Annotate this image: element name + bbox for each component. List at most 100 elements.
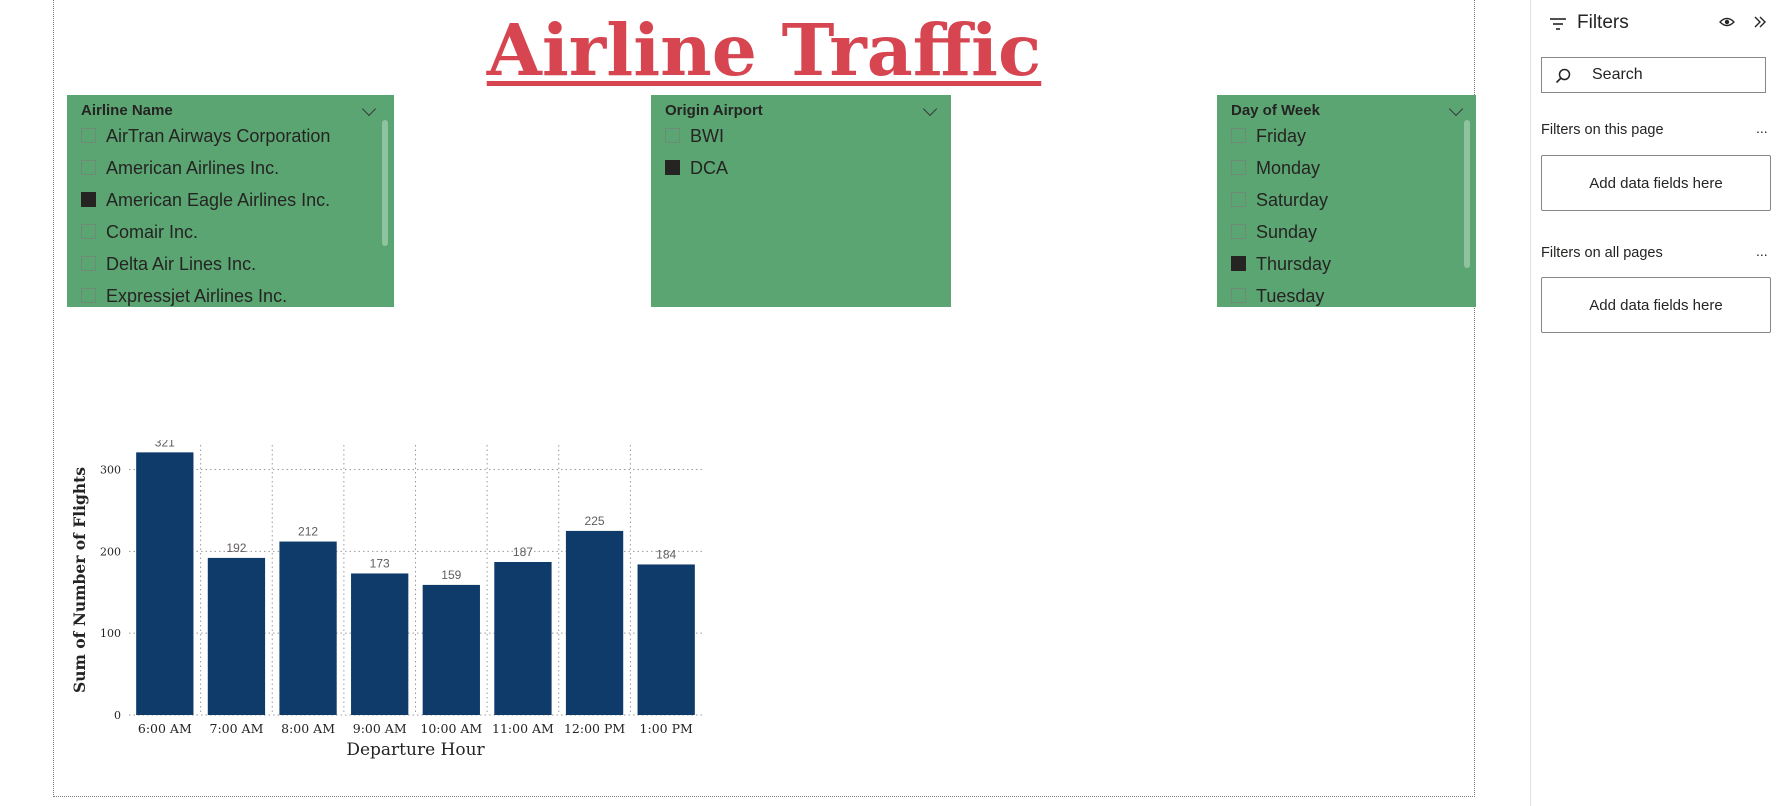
x-tick-label: 11:00 AM — [492, 721, 554, 736]
slicer-item[interactable]: Expressjet Airlines Inc. — [81, 286, 374, 307]
data-label: 192 — [226, 541, 246, 555]
y-tick-label: 100 — [100, 627, 121, 640]
bar[interactable] — [207, 557, 266, 715]
x-tick-label: 8:00 AM — [281, 721, 335, 736]
slicer-item-label: AirTran Airways Corporation — [106, 126, 331, 146]
slicer-item[interactable]: AirTran Airways Corporation — [81, 126, 374, 158]
more-options-button[interactable]: ... — [1756, 120, 1768, 136]
bar[interactable] — [422, 584, 480, 715]
slicer-header: Day of Week — [1231, 102, 1320, 119]
y-tick-label: 0 — [114, 709, 121, 722]
slicer-item-label: American Airlines Inc. — [106, 158, 280, 178]
slicer-item[interactable]: Thursday — [1231, 254, 1456, 286]
bar[interactable] — [279, 541, 337, 715]
x-tick-label: 1:00 PM — [640, 721, 693, 736]
filter-search-box[interactable] — [1541, 57, 1766, 93]
y-axis-title: Sum of Number of Flights — [70, 467, 89, 693]
checkbox[interactable] — [1231, 160, 1246, 175]
add-data-fields-this-page[interactable]: Add data fields here — [1541, 155, 1771, 211]
x-tick-label: 7:00 AM — [210, 721, 264, 736]
slicer-item-label: Delta Air Lines Inc. — [106, 254, 257, 274]
more-options-button[interactable]: ... — [1756, 243, 1768, 259]
slicer-header: Origin Airport — [665, 102, 763, 119]
checkbox[interactable] — [81, 256, 96, 271]
slicer-item-label: Tuesday — [1256, 286, 1325, 306]
x-tick-label: 9:00 AM — [353, 721, 407, 736]
search-icon — [1555, 68, 1571, 84]
collapse-pane-icon[interactable] — [1753, 15, 1767, 29]
bar[interactable] — [637, 564, 695, 715]
y-tick-label: 200 — [100, 545, 121, 558]
checkbox[interactable] — [1231, 224, 1246, 239]
slicer-item[interactable]: Comair Inc. — [81, 222, 374, 254]
checkbox[interactable] — [81, 128, 96, 143]
slicer-item-label: Friday — [1256, 126, 1307, 146]
filters-all-pages-label: Filters on all pages — [1541, 245, 1663, 261]
slicer-item-label: American Eagle Airlines Inc. — [106, 190, 331, 210]
scrollbar[interactable] — [382, 120, 388, 246]
slicer-list: AirTran Airways Corporation American Airl… — [81, 126, 374, 307]
slicer-list: BWI DCA — [665, 126, 931, 307]
x-tick-label: 6:00 AM — [138, 721, 192, 736]
slicer-item[interactable]: Saturday — [1231, 190, 1456, 222]
slicer-airline-name[interactable]: Airline Name AirTran Airways Corporation… — [67, 95, 394, 307]
slicer-item[interactable]: BWI — [665, 126, 931, 158]
filter-icon — [1550, 18, 1566, 30]
slicer-item-label: Saturday — [1256, 190, 1329, 210]
add-data-fields-all-pages[interactable]: Add data fields here — [1541, 277, 1771, 333]
bar-chart[interactable]: 0 100 200 300 321 6:00 AM 192 7:00 AM 212 8:00 AM… — [54, 440, 734, 770]
slicer-item-label: Thursday — [1256, 254, 1332, 274]
filters-this-page-label: Filters on this page — [1541, 122, 1664, 138]
checkbox[interactable] — [1231, 288, 1246, 303]
slicer-item[interactable]: Sunday — [1231, 222, 1456, 254]
slicer-item-label: Expressjet Airlines Inc. — [106, 286, 288, 306]
filters-pane: Filters Filters on this page ... Add dat… — [1530, 0, 1780, 806]
x-tick-label: 12:00 PM — [564, 721, 625, 736]
data-label: 159 — [441, 568, 461, 582]
slicer-item-label: BWI — [690, 126, 724, 146]
slicer-item[interactable]: Delta Air Lines Inc. — [81, 254, 374, 286]
data-label: 187 — [513, 545, 533, 559]
slicer-item-label: Sunday — [1256, 222, 1318, 242]
slicer-item[interactable]: American Airlines Inc. — [81, 158, 374, 190]
bar[interactable] — [494, 562, 552, 715]
x-axis-title: Departure Hour — [346, 740, 485, 760]
slicer-day-of-week[interactable]: Day of Week Friday Monday Saturday Sunday Th… — [1217, 95, 1476, 307]
checkbox[interactable] — [81, 192, 96, 207]
data-label: 173 — [370, 556, 390, 570]
slicer-item[interactable]: Tuesday — [1231, 286, 1456, 307]
x-tick-label: 10:00 AM — [420, 721, 482, 736]
search-input[interactable] — [1590, 65, 1754, 85]
report-canvas: Airline Traffic Airline Name AirTran Air… — [53, 0, 1476, 797]
bar[interactable] — [351, 573, 409, 715]
checkbox[interactable] — [665, 160, 680, 175]
slicer-item[interactable]: Monday — [1231, 158, 1456, 190]
chevron-down-icon[interactable] — [361, 101, 377, 117]
data-label: 225 — [585, 514, 605, 528]
checkbox[interactable] — [665, 128, 680, 143]
chevron-down-icon[interactable] — [922, 101, 938, 117]
report-title: Airline Traffic — [486, 8, 1042, 92]
slicer-item[interactable]: American Eagle Airlines Inc. — [81, 190, 374, 222]
checkbox[interactable] — [81, 224, 96, 239]
slicer-origin-airport[interactable]: Origin Airport BWI DCA — [651, 95, 951, 307]
checkbox[interactable] — [1231, 128, 1246, 143]
eye-icon[interactable] — [1719, 15, 1735, 29]
filters-pane-title: Filters — [1577, 12, 1629, 33]
chevron-down-icon[interactable] — [1448, 101, 1464, 117]
y-tick-label: 300 — [100, 464, 121, 477]
slicer-item[interactable]: Friday — [1231, 126, 1456, 158]
scrollbar[interactable] — [1464, 120, 1470, 268]
checkbox[interactable] — [1231, 192, 1246, 207]
checkbox[interactable] — [81, 160, 96, 175]
slicer-item[interactable]: DCA — [665, 158, 931, 190]
slicer-item-label: DCA — [690, 158, 729, 178]
checkbox[interactable] — [81, 288, 96, 303]
data-label: 321 — [155, 440, 175, 449]
slicer-item-label: Monday — [1256, 158, 1321, 178]
checkbox[interactable] — [1231, 256, 1246, 271]
bar[interactable] — [565, 530, 624, 715]
bar[interactable] — [136, 452, 194, 715]
slicer-header: Airline Name — [81, 102, 173, 119]
data-label: 212 — [298, 525, 318, 539]
